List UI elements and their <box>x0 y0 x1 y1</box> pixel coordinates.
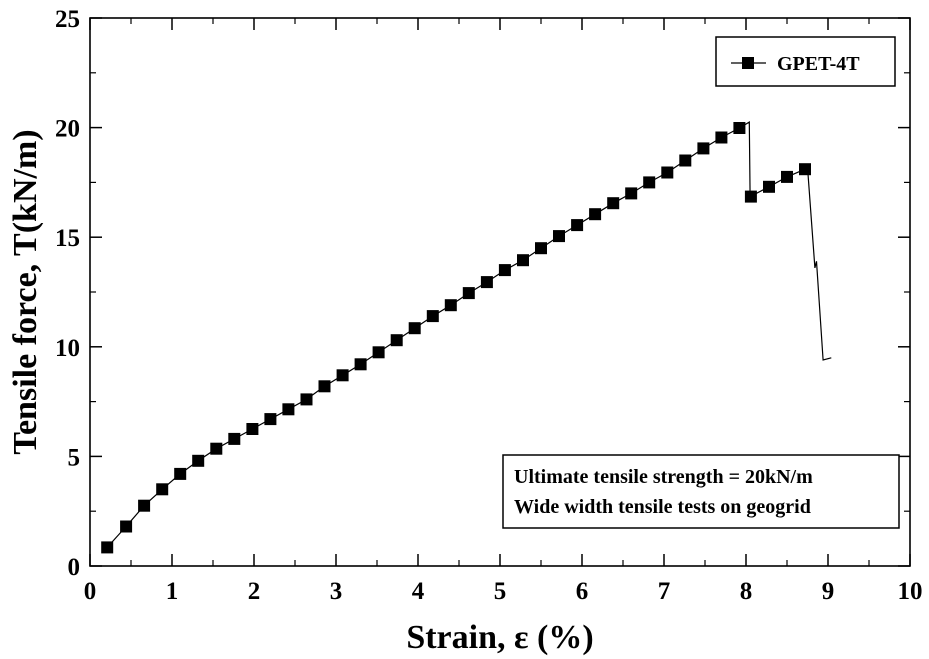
data-point-marker <box>210 442 223 455</box>
x-tick-label: 2 <box>248 578 261 605</box>
data-point-marker <box>318 380 331 393</box>
legend: GPET-4T <box>715 36 896 87</box>
data-point-marker <box>498 264 511 277</box>
y-tick-label: 0 <box>68 554 81 581</box>
data-point-marker <box>444 299 457 312</box>
data-point-marker <box>390 334 403 347</box>
data-point-marker <box>661 166 674 179</box>
y-tick-label: 15 <box>55 225 80 252</box>
y-tick-label: 20 <box>55 116 80 143</box>
x-tick-label: 10 <box>898 578 923 605</box>
data-point-marker <box>799 163 811 176</box>
data-point-marker <box>553 230 565 243</box>
data-point-marker <box>192 454 205 467</box>
data-point-marker <box>300 393 313 406</box>
data-point-marker <box>715 131 728 144</box>
series-layer <box>101 121 832 554</box>
annotation-box: Ultimate tensile strength = 20kN/m Wide … <box>502 454 900 529</box>
series-line <box>106 121 832 548</box>
data-point-marker <box>101 541 114 554</box>
data-point-marker <box>607 197 620 210</box>
data-point-marker <box>372 346 385 359</box>
x-tick-label: 1 <box>166 578 179 605</box>
data-point-marker <box>535 242 547 255</box>
annotation-line-1: Ultimate tensile strength = 20kN/m <box>514 466 813 488</box>
data-point-marker <box>282 403 295 416</box>
data-point-marker <box>625 187 638 200</box>
data-point-marker <box>517 254 529 267</box>
data-point-marker <box>589 208 602 221</box>
data-point-marker <box>228 432 241 445</box>
data-point-marker <box>679 154 692 167</box>
data-point-marker <box>156 483 169 496</box>
data-point-marker <box>781 170 793 183</box>
x-tick-label: 4 <box>412 578 425 605</box>
data-point-marker <box>571 219 584 232</box>
data-point-marker <box>744 190 757 203</box>
x-tick-label: 8 <box>740 578 753 605</box>
data-point-marker <box>733 122 746 134</box>
data-point-marker <box>462 287 475 300</box>
data-point-marker <box>264 413 277 426</box>
axis-ticks <box>89 17 911 567</box>
annotation-frame <box>502 454 900 529</box>
data-point-marker <box>426 310 439 323</box>
data-point-marker <box>697 142 710 155</box>
data-point-marker <box>336 369 349 382</box>
x-tick-label: 9 <box>822 578 835 605</box>
legend-label: GPET-4T <box>777 53 860 75</box>
data-point-marker <box>138 499 151 512</box>
y-tick-label: 10 <box>55 335 80 362</box>
x-tick-label: 7 <box>658 578 671 605</box>
x-tick-label: 3 <box>330 578 343 605</box>
data-point-marker <box>120 520 133 533</box>
y-tick-label: 25 <box>55 6 80 33</box>
annotation-line-2: Wide width tensile tests on geogrid <box>514 496 811 518</box>
y-tick-label: 5 <box>68 444 81 471</box>
x-tick-label: 5 <box>494 578 507 605</box>
y-axis-title: Tensile force, T(kN/m) <box>7 129 44 454</box>
data-point-marker <box>643 176 656 189</box>
data-point-marker <box>246 423 259 435</box>
data-point-marker <box>174 467 187 480</box>
legend-marker-swatch <box>742 57 754 69</box>
data-point-marker <box>408 322 421 335</box>
data-point-marker <box>480 276 493 289</box>
x-tick-label: 6 <box>576 578 589 605</box>
data-point-marker <box>354 358 367 371</box>
tick-labels: 0 1 2 3 4 5 6 7 8 9 10 0 5 10 15 20 25 <box>55 6 923 605</box>
data-point-marker <box>763 180 775 193</box>
x-axis-title: Strain, ε (%) <box>406 619 593 656</box>
x-tick-label: 0 <box>84 578 97 605</box>
